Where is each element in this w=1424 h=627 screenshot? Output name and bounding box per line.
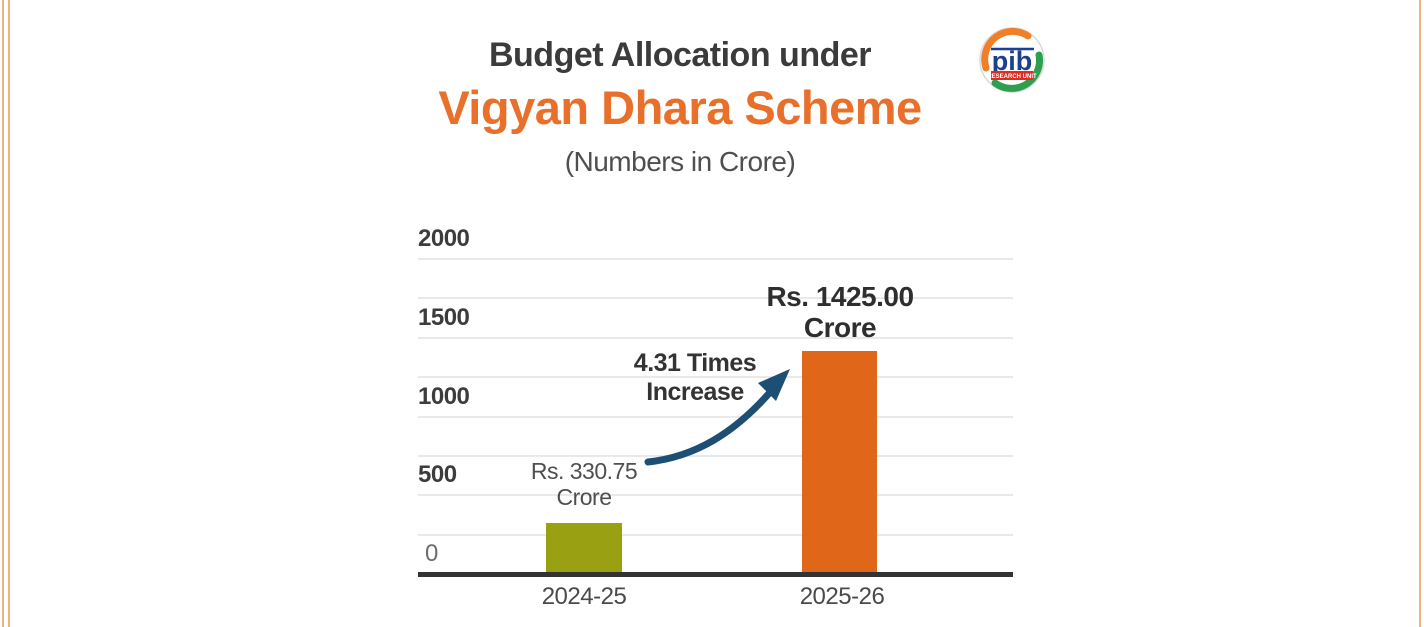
page-title-line2: Vigyan Dhara Scheme [438, 80, 922, 134]
increase-annotation-line1: 4.31 Times [633, 349, 757, 377]
plot-area: 2024-25 2025-26 2000 1500 1000 500 0 [418, 225, 1013, 610]
left-border-line-inner [8, 0, 10, 627]
bar-value-amount: Rs. 1425.00 [766, 281, 914, 312]
gridline [418, 376, 1013, 379]
gridline [418, 297, 1013, 300]
gridline [418, 336, 1013, 339]
gridline [418, 454, 1013, 457]
bar-value-amount: Rs. 330.75 [530, 458, 638, 484]
bar [802, 350, 877, 575]
bar-value-unit: Crore [803, 312, 877, 343]
pib-logo-banner-text: RESEARCH UNIT [987, 74, 1037, 80]
page-subtitle: (Numbers in Crore) [564, 146, 796, 178]
y-axis-tick-label: 2000 [418, 225, 470, 252]
increase-annotation: 4.31 Times Increase [633, 349, 757, 407]
x-axis-tick-label: 2024-25 [541, 583, 627, 610]
y-axis-tick-label: 0 [425, 540, 438, 567]
gridline [418, 533, 1013, 536]
bar-value-unit: Crore [556, 484, 612, 510]
increase-arrow-icon [644, 369, 790, 466]
gridline [418, 415, 1013, 418]
y-axis-tick-label: 1500 [418, 303, 470, 331]
page-title-line1: Budget Allocation under [488, 36, 872, 74]
x-axis-tick-label: 2025-26 [799, 583, 885, 610]
bar-value-label-2025-26: Rs. 1425.00 Crore [766, 281, 914, 343]
pib-logo-icon: pib RESEARCH UNIT [978, 26, 1046, 94]
x-axis-line [418, 572, 1013, 577]
bar [546, 522, 622, 575]
gridline [418, 258, 1013, 260]
y-axis-tick-label: 500 [418, 461, 457, 489]
left-border-line-outer [2, 0, 4, 627]
right-border-line [1419, 0, 1421, 627]
y-axis-tick-label: 1000 [418, 382, 470, 410]
header: Budget Allocation under Vigyan Dhara Sch… [0, 34, 1360, 179]
gridline [418, 494, 1013, 497]
bar-value-label-2024-25: Rs. 330.75 Crore [530, 458, 638, 510]
increase-annotation-line2: Increase [646, 378, 744, 406]
